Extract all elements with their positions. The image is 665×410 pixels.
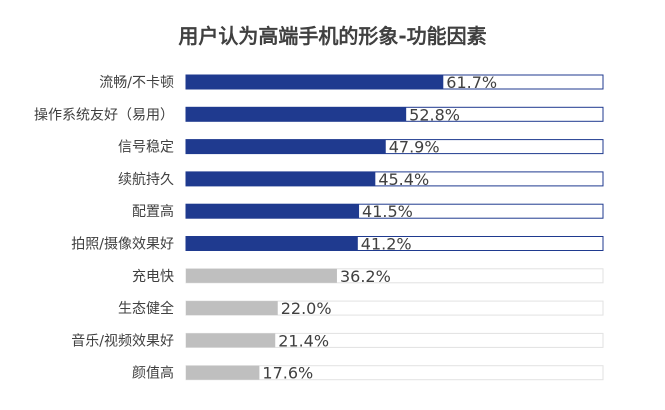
category-label: 操作系统友好（易用） xyxy=(34,107,174,123)
value-label: 17.6% xyxy=(262,364,313,383)
category-label: 音乐/视频效果好 xyxy=(71,332,174,349)
bar xyxy=(186,333,276,348)
value-label: 47.9% xyxy=(389,138,440,157)
category-label: 生态健全 xyxy=(118,300,174,317)
value-label: 61.7% xyxy=(446,73,497,92)
bar xyxy=(186,236,358,251)
category-label: 流畅/不卡顿 xyxy=(99,75,174,91)
category-label: 颜值高 xyxy=(132,365,174,382)
bar xyxy=(186,301,278,316)
value-label: 21.4% xyxy=(278,331,329,350)
value-label: 41.5% xyxy=(362,202,413,221)
bar xyxy=(186,268,337,283)
value-label: 52.8% xyxy=(409,105,460,124)
bar xyxy=(186,107,407,122)
bar xyxy=(186,139,386,154)
bar xyxy=(186,75,444,89)
value-label: 36.2% xyxy=(340,267,391,286)
value-label: 45.4% xyxy=(378,170,429,189)
category-label: 充电快 xyxy=(132,269,174,285)
value-label: 22.0% xyxy=(281,299,332,318)
category-label: 拍照/摄像效果好 xyxy=(71,237,174,253)
chart-title: 用户认为高端手机的形象-功能因素 xyxy=(178,24,487,48)
category-label: 续航持久 xyxy=(118,171,174,188)
category-label: 配置高 xyxy=(132,203,174,220)
value-label: 41.2% xyxy=(361,235,412,254)
category-label: 信号稳定 xyxy=(118,140,174,156)
bar xyxy=(186,365,260,380)
bar xyxy=(186,171,376,186)
bar xyxy=(186,204,360,219)
